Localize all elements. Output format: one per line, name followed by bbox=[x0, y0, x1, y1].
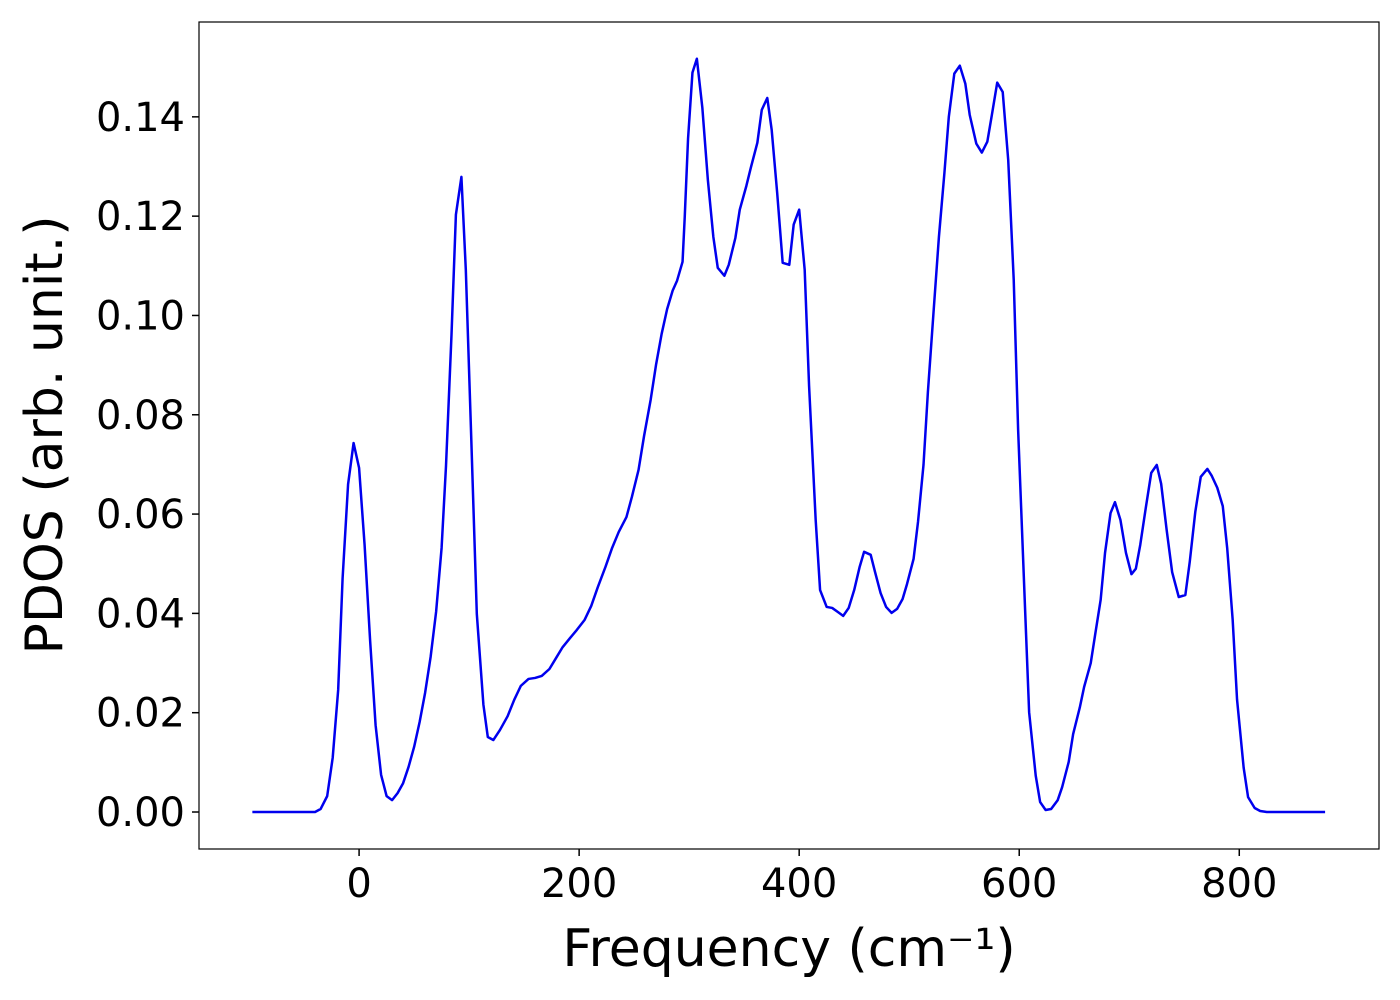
x-tick-label: 0 bbox=[346, 861, 371, 907]
y-tick-label: 0.10 bbox=[96, 293, 185, 339]
pdos-line bbox=[252, 57, 1326, 814]
y-tick-label: 0.14 bbox=[96, 95, 185, 141]
plot-frame bbox=[198, 21, 1380, 850]
y-tick-label: 0.00 bbox=[96, 790, 185, 836]
y-tick-label: 0.02 bbox=[96, 691, 185, 737]
x-tick-label: 400 bbox=[761, 861, 837, 907]
y-tick-label: 0.06 bbox=[96, 492, 185, 538]
y-tick-label: 0.08 bbox=[96, 393, 185, 439]
y-tick-label: 0.12 bbox=[96, 194, 185, 240]
y-axis-label: PDOS (arb. unit.) bbox=[15, 215, 75, 654]
x-tick-label: 600 bbox=[981, 861, 1057, 907]
x-tick-label: 200 bbox=[541, 861, 617, 907]
x-tick-label: 800 bbox=[1201, 861, 1277, 907]
x-axis-label: Frequency (cm⁻¹) bbox=[562, 919, 1015, 979]
y-tick-label: 0.04 bbox=[96, 591, 185, 637]
